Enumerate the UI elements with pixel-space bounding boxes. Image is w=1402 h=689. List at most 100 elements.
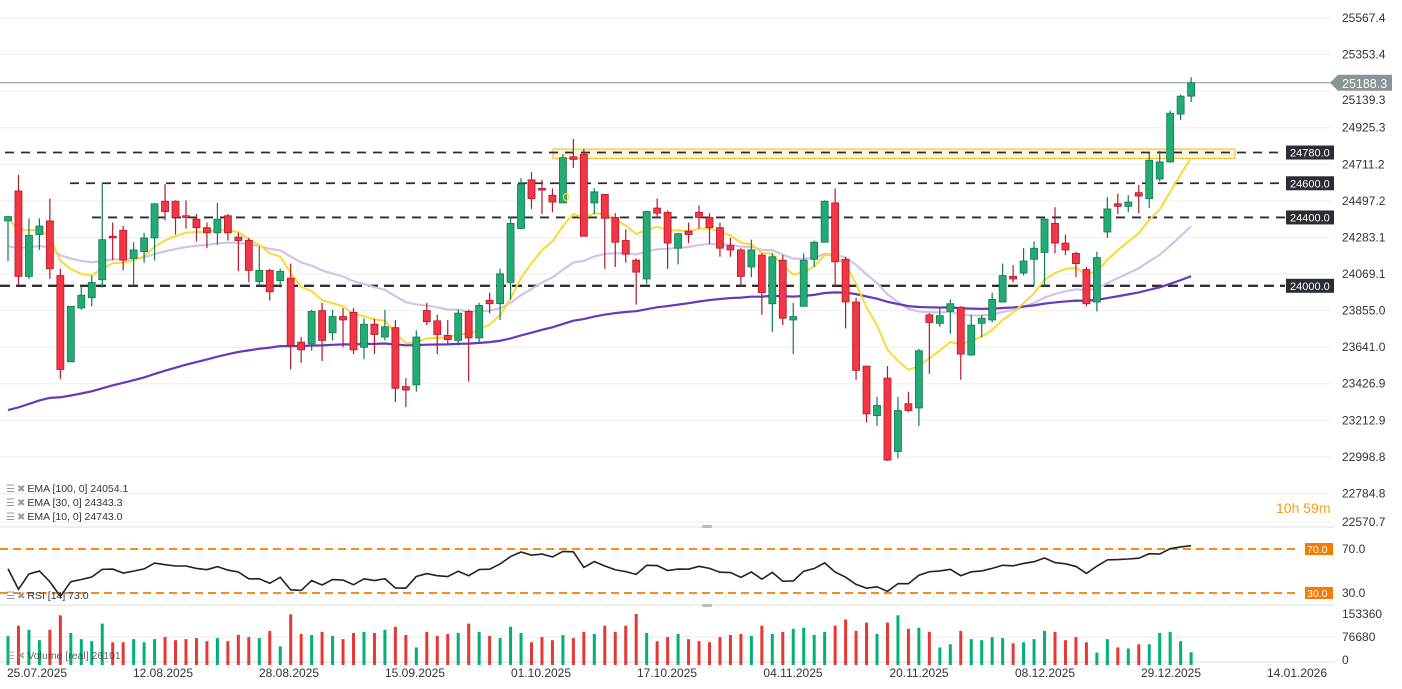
candle-body <box>600 193 609 219</box>
remove-icon[interactable]: ✖ <box>16 483 25 495</box>
candle <box>161 184 169 221</box>
candle <box>778 255 787 326</box>
volume-bar <box>718 637 722 665</box>
volume-bar <box>959 630 963 665</box>
legend-ema10[interactable]: ☰ ✖ EMA [10, 0] 24743.0 <box>6 511 123 523</box>
price-tick-label: 22998.8 <box>1342 450 1386 464</box>
candle-body <box>1124 201 1133 207</box>
candle-body <box>559 157 567 204</box>
candle-body <box>161 200 169 212</box>
settings-icon[interactable]: ☰ <box>6 497 15 509</box>
candle-body <box>632 259 641 273</box>
candle <box>642 210 651 285</box>
candle-body <box>569 156 578 160</box>
candle-body <box>4 216 12 222</box>
settings-icon[interactable]: ☰ <box>6 483 15 495</box>
candle-body <box>841 258 850 303</box>
candle-body <box>1155 161 1164 180</box>
volume-bar <box>1032 639 1036 665</box>
volume-bar <box>331 636 335 665</box>
candle <box>182 200 190 229</box>
pane-resize-handle[interactable] <box>702 604 712 607</box>
candle-body <box>757 254 766 294</box>
candle-body <box>799 259 808 307</box>
candle-body <box>213 218 222 234</box>
candle <box>454 309 463 346</box>
candle <box>391 319 400 402</box>
candle <box>1072 251 1080 278</box>
legend-ema100[interactable]: ☰ ✖ EMA [100, 0] 24054.1 <box>6 483 128 495</box>
volume-bar <box>990 637 994 665</box>
candle <box>265 268 274 301</box>
candle-body <box>1030 247 1038 260</box>
level-label: 24000.0 <box>1290 281 1330 293</box>
legend-ema10-label: EMA [10, 0] 24743.0 <box>27 511 123 523</box>
time-tick-label: 14.01.2026 <box>1267 666 1327 680</box>
settings-icon[interactable]: ☰ <box>6 650 15 662</box>
volume-bar <box>268 630 272 665</box>
candle <box>129 242 138 286</box>
volume-bar <box>352 632 356 665</box>
candle <box>737 248 745 286</box>
volume-bar <box>247 637 251 665</box>
remove-icon[interactable]: ✖ <box>16 650 25 662</box>
volume-bar <box>1137 644 1141 665</box>
candle <box>464 309 473 382</box>
settings-icon[interactable]: ☰ <box>6 590 15 602</box>
volume-bar <box>1147 644 1151 665</box>
remove-icon[interactable]: ✖ <box>16 511 25 523</box>
candle <box>914 349 923 426</box>
candle <box>108 222 117 261</box>
volume-bar <box>100 623 104 665</box>
candle <box>433 314 442 355</box>
legend-volume[interactable]: ☰ ✖ Volume [real] 26101 <box>6 650 121 662</box>
marker-icon <box>562 192 570 202</box>
legend-volume-label: Volume [real] 26101 <box>27 650 121 662</box>
candle-body <box>904 403 913 411</box>
candle-body <box>653 207 662 214</box>
candle <box>705 213 714 244</box>
volume-tick-label: 76680 <box>1342 630 1376 644</box>
volume-bar <box>456 632 460 665</box>
level-label: 24400.0 <box>1290 212 1330 224</box>
candle <box>370 319 379 355</box>
candle <box>1187 77 1196 103</box>
candle-body <box>1176 95 1185 115</box>
remove-icon[interactable]: ✖ <box>16 497 25 509</box>
candle <box>203 222 211 249</box>
candle-body <box>517 183 525 229</box>
candle-body <box>988 299 997 321</box>
pane-resize-handle[interactable] <box>702 525 712 528</box>
volume-bar <box>833 625 837 665</box>
countdown-hours: 10 <box>1276 500 1292 516</box>
candle-body <box>883 377 892 461</box>
candle <box>653 198 662 219</box>
legend-ema30[interactable]: ☰ ✖ EMA [30, 0] 24343.3 <box>6 497 123 509</box>
price-tick-label: 24925.3 <box>1342 121 1386 135</box>
settings-icon[interactable]: ☰ <box>6 511 15 523</box>
candle-body <box>360 323 368 348</box>
candle <box>1082 267 1091 307</box>
candle-body <box>265 270 274 293</box>
volume-bar <box>153 639 157 665</box>
candle <box>150 202 159 261</box>
candle-body <box>443 334 452 341</box>
volume-bar <box>823 631 827 665</box>
volume-bar <box>1022 642 1026 665</box>
level-label-box <box>1286 176 1334 191</box>
remove-icon[interactable]: ✖ <box>16 590 25 602</box>
candle <box>1124 195 1133 213</box>
candle-body <box>548 194 557 203</box>
volume-bar <box>121 642 125 665</box>
candle-body <box>87 281 96 299</box>
price-tick-label: 23855.0 <box>1342 304 1386 318</box>
candle <box>611 213 620 268</box>
time-tick-label: 08.12.2025 <box>1015 666 1075 680</box>
legend-rsi-label: RSI [14] 73.0 <box>27 590 89 602</box>
volume-bar <box>372 632 376 665</box>
candle <box>171 200 180 235</box>
legend-rsi[interactable]: ☰ ✖ RSI [14] 73.0 <box>6 590 89 602</box>
candle <box>674 232 682 265</box>
volume-bar <box>310 635 314 665</box>
